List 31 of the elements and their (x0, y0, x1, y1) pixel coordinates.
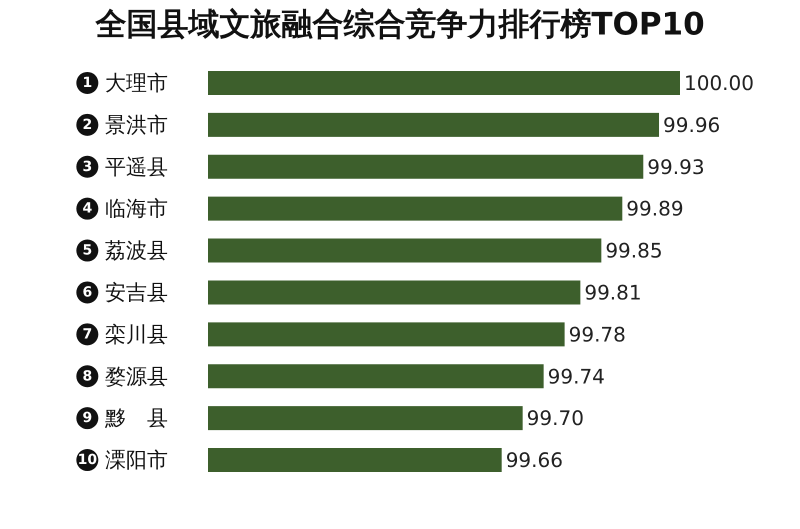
y-tick-label: 溧阳市 (105, 448, 168, 472)
data-label: 99.85 (605, 238, 663, 263)
text: 5 (82, 242, 92, 259)
chart-title: 全国县域文旅融合综合竞争力排行榜TOP10 (94, 6, 705, 42)
data-label: 99.70 (526, 406, 584, 430)
data-label: 99.81 (584, 280, 642, 304)
text: 1 (82, 74, 92, 91)
data-label: 100.00 (684, 70, 754, 95)
y-tick-label: 安吉县 (105, 280, 168, 304)
data-label: 99.66 (506, 448, 563, 472)
text: 7 (82, 326, 92, 342)
y-tick-label: 平遥县 (105, 154, 168, 179)
y-tick-label: 临海市 (105, 196, 168, 221)
y-tick-label: 栾川县 (105, 322, 168, 346)
text: 2 (82, 116, 92, 133)
text: 6 (82, 284, 92, 300)
text: 3 (82, 158, 92, 175)
y-tick-label: 大理市 (105, 70, 168, 95)
data-label: 99.96 (663, 112, 720, 137)
y-tick-label: 婺源县 (105, 364, 168, 388)
y-tick-label: 荔波县 (105, 238, 168, 263)
text: 9 (82, 410, 92, 426)
data-label: 99.89 (626, 196, 684, 221)
data-label: 99.78 (568, 322, 626, 346)
text: 10 (78, 452, 98, 468)
data-label: 99.74 (548, 364, 605, 388)
text: 4 (82, 200, 92, 217)
y-tick-label: 景洪市 (105, 112, 168, 137)
data-label: 99.93 (647, 154, 705, 179)
text: 8 (82, 368, 92, 384)
y-tick-label: 黟 县 (104, 406, 168, 430)
